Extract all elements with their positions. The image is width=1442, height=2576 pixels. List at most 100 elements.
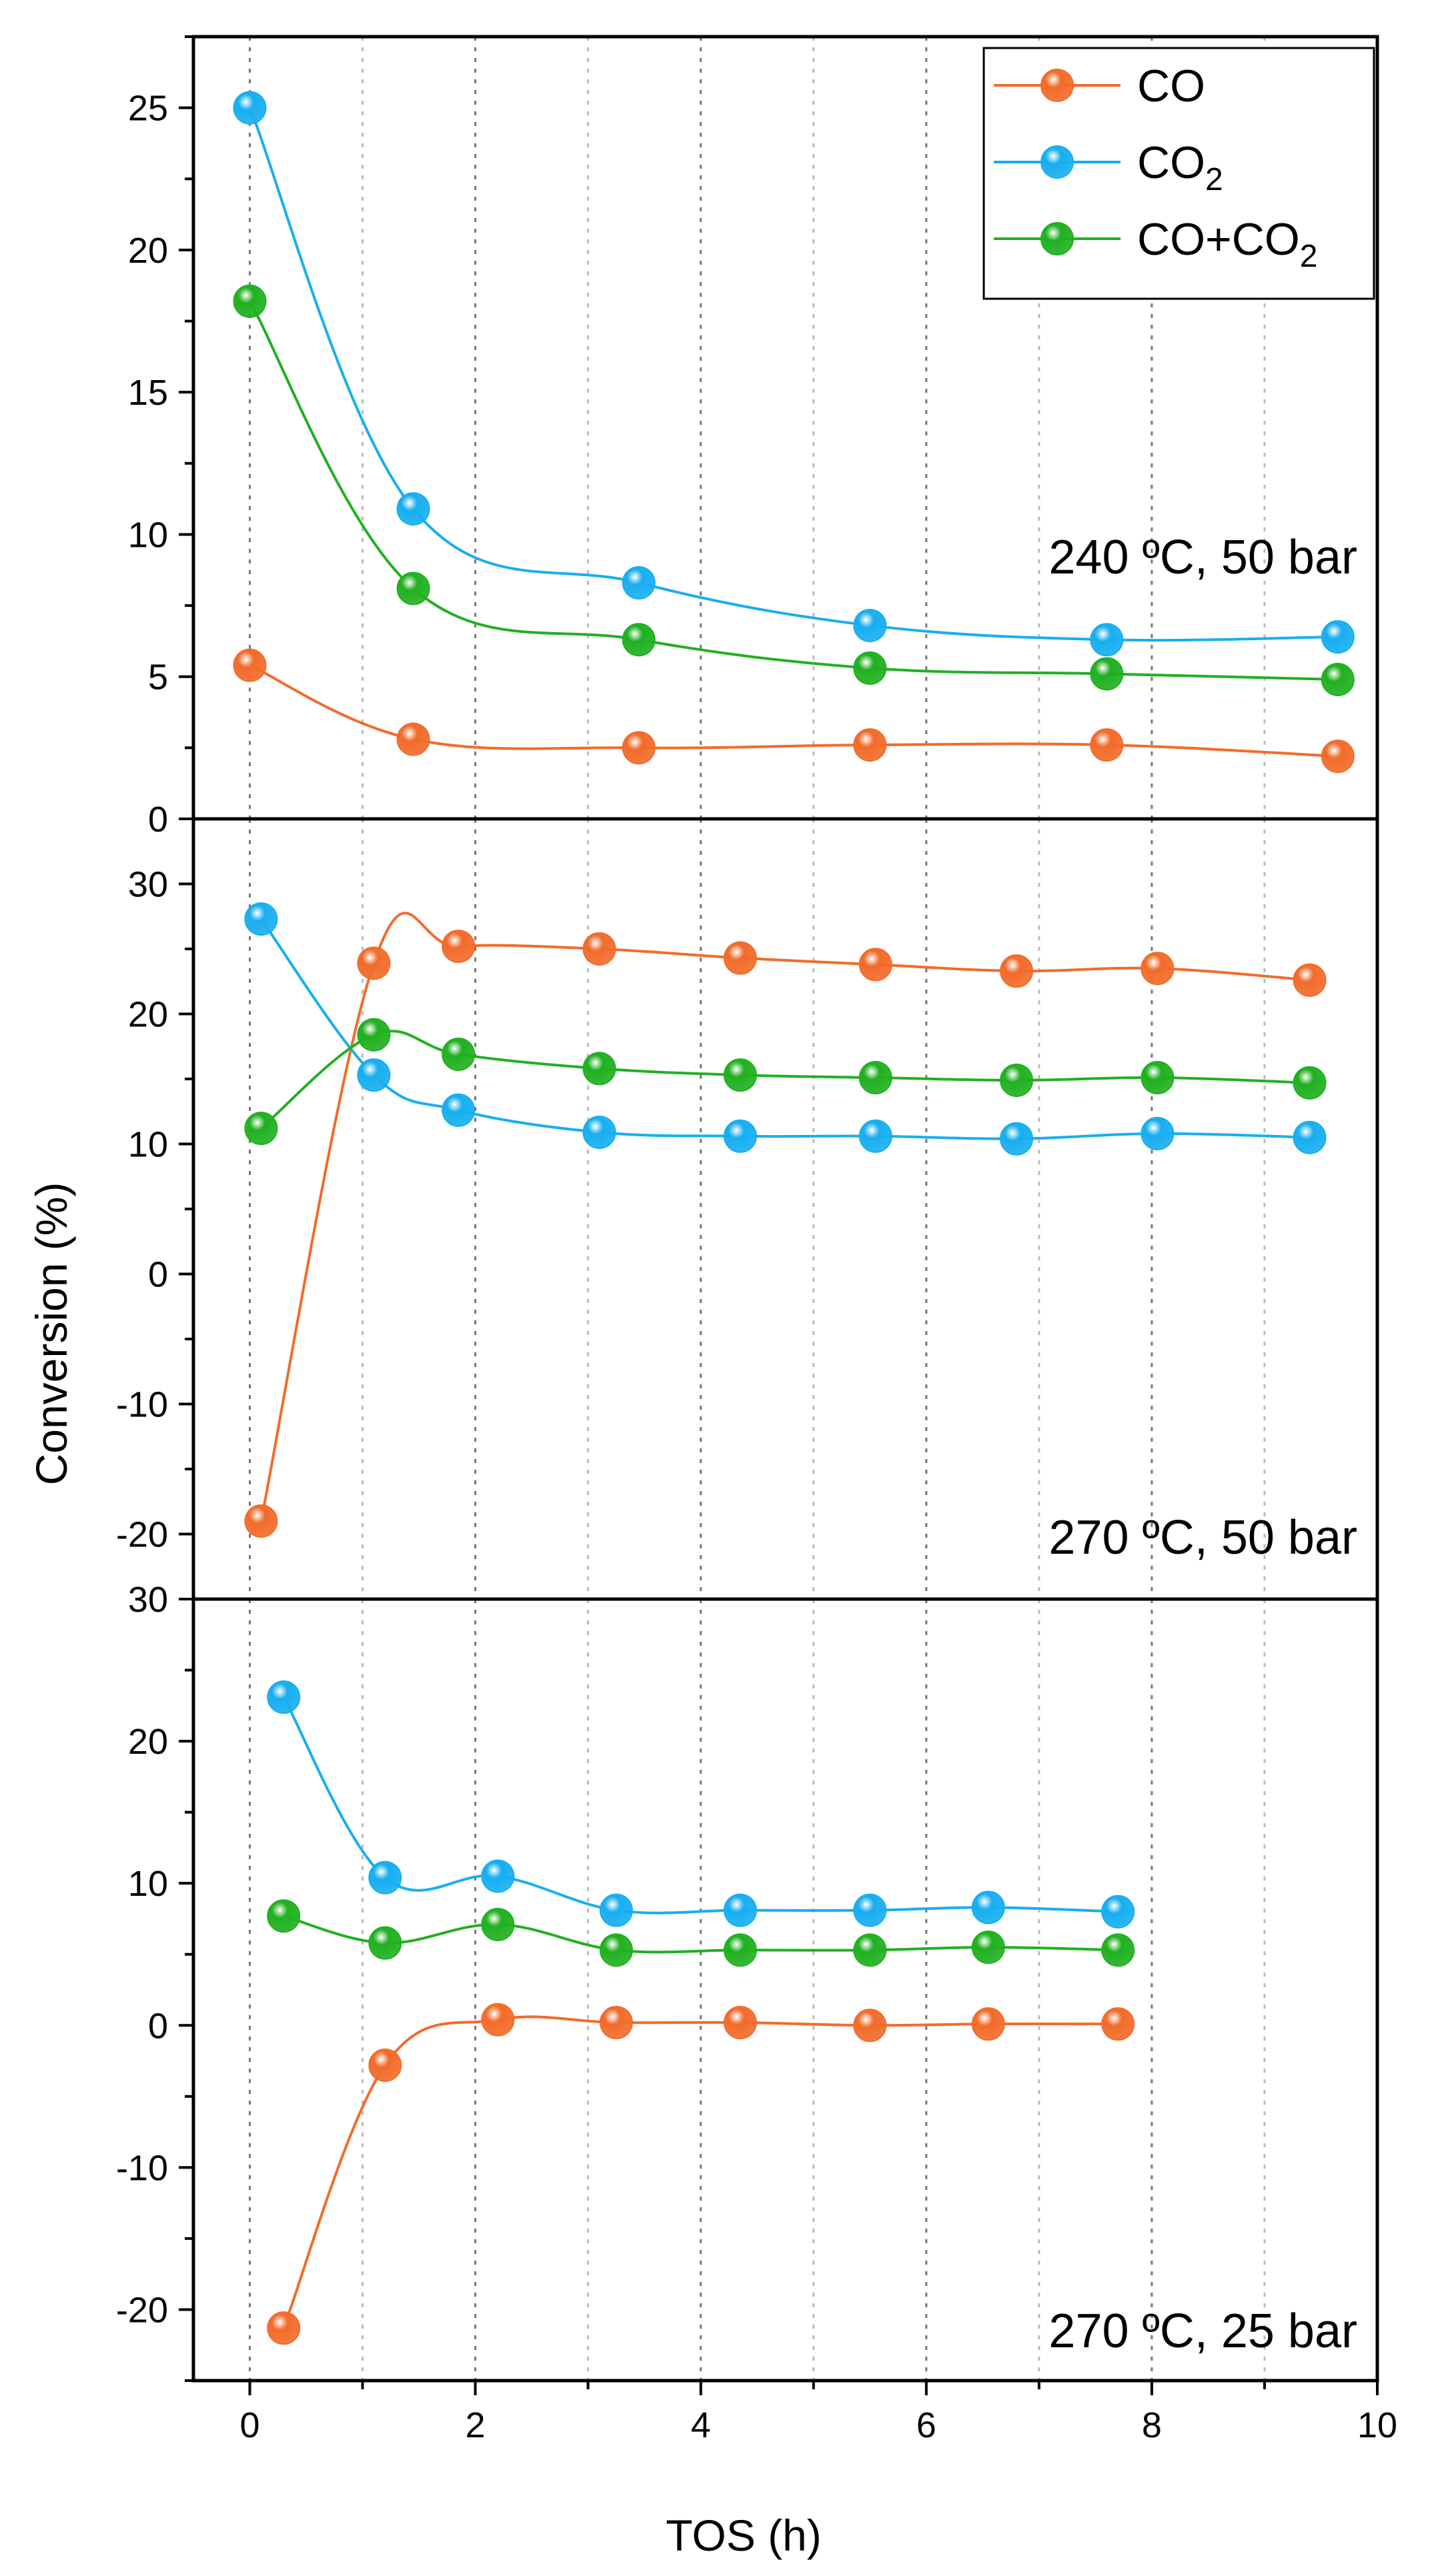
data-point-CO [622, 731, 656, 765]
x-tick-label: 8 [1142, 2405, 1162, 2445]
y-tick-label: 10 [128, 1125, 168, 1165]
data-point-CO [853, 728, 887, 762]
data-point-CO [1000, 954, 1034, 988]
data-point-CO+CO2 [853, 1933, 887, 1967]
y-tick-label: 20 [128, 1722, 168, 1762]
y-tick-label: 5 [148, 658, 168, 698]
data-point-CO [971, 2007, 1005, 2041]
data-point-CO+CO2 [723, 1058, 757, 1092]
y-tick-label: 20 [128, 995, 168, 1035]
data-point-CO [368, 2048, 402, 2082]
x-tick-label: 2 [466, 2405, 486, 2445]
data-point-CO+CO2 [267, 1899, 301, 1933]
data-point-CO2 [442, 1093, 476, 1127]
data-point-CO [1141, 952, 1175, 986]
data-point-CO [233, 648, 267, 682]
data-point-CO [723, 2006, 757, 2040]
legend-marker [1040, 145, 1074, 179]
panel-annotation: 270 ºC, 25 bar [1048, 2305, 1357, 2358]
data-point-CO+CO2 [233, 284, 267, 318]
data-point-CO+CO2 [1000, 1063, 1034, 1097]
data-point-CO+CO2 [481, 1907, 515, 1941]
data-point-CO2 [244, 902, 278, 936]
data-point-CO+CO2 [357, 1018, 391, 1052]
data-point-CO2 [622, 565, 656, 599]
data-point-CO2 [599, 1893, 633, 1927]
data-point-CO+CO2 [1090, 657, 1124, 691]
data-point-CO+CO2 [582, 1052, 616, 1086]
data-point-CO2 [1141, 1116, 1175, 1150]
x-tick-label: 10 [1357, 2405, 1397, 2445]
x-tick-label: 6 [916, 2405, 936, 2445]
y-tick-label: 0 [148, 800, 168, 840]
data-point-CO2 [233, 91, 267, 125]
data-point-CO [853, 2009, 887, 2043]
data-point-CO [858, 948, 892, 982]
data-point-CO [396, 722, 430, 756]
legend-marker [1040, 222, 1074, 255]
y-tick-label: 15 [128, 373, 168, 413]
data-point-CO2 [853, 608, 887, 642]
y-tick-label: 25 [128, 89, 168, 129]
data-point-CO+CO2 [368, 1926, 402, 1960]
data-point-CO [723, 941, 757, 975]
series-line-CO2 [259, 918, 1310, 1140]
series-line-CO [282, 2015, 1119, 2329]
panel-annotation: 240 ºC, 50 bar [1048, 531, 1357, 584]
y-tick-label: -10 [116, 2148, 168, 2188]
data-point-CO+CO2 [442, 1037, 476, 1071]
data-point-CO+CO2 [971, 1930, 1005, 1965]
panel-frame [191, 817, 1379, 1601]
data-point-CO [481, 2003, 515, 2037]
data-point-CO2 [1293, 1120, 1327, 1154]
data-point-CO2 [481, 1859, 515, 1893]
data-point-CO+CO2 [853, 651, 887, 685]
data-point-CO2 [723, 1893, 757, 1927]
x-tick-label: 0 [240, 2405, 260, 2445]
data-point-CO+CO2 [1141, 1061, 1175, 1095]
y-tick-label: 0 [148, 2006, 168, 2046]
data-point-CO+CO2 [1321, 662, 1355, 696]
data-point-CO+CO2 [599, 1933, 633, 1967]
panel-1: 0 5 10 15 20 25 240 ºC, 50 bar [128, 35, 1379, 840]
data-point-CO+CO2 [622, 623, 656, 657]
y-axis-title: Conversion (%) [27, 1182, 76, 1486]
y-tick-label: -20 [116, 2290, 168, 2330]
data-point-CO [267, 2311, 301, 2345]
data-point-CO+CO2 [244, 1112, 278, 1146]
y-tick-label: 30 [128, 1580, 168, 1620]
data-point-CO2 [1101, 1894, 1135, 1928]
data-point-CO+CO2 [723, 1933, 757, 1967]
panel-frame [191, 1597, 1379, 2383]
data-point-CO+CO2 [1293, 1066, 1327, 1100]
legend-label: CO [1137, 61, 1205, 111]
data-point-CO2 [723, 1119, 757, 1153]
data-point-CO2 [357, 1058, 391, 1092]
data-point-CO [582, 932, 616, 966]
data-point-CO [1321, 740, 1355, 774]
data-point-CO2 [267, 1680, 301, 1714]
y-tick-label: 10 [128, 1864, 168, 1904]
panel-3: -20 -10 0 10 20 30 270 ºC, 25 bar [116, 1580, 1379, 2383]
panel-annotation: 270 ºC, 50 bar [1048, 1511, 1357, 1564]
y-tick-label: -20 [116, 1515, 168, 1555]
y-tick-label: 10 [128, 515, 168, 555]
data-point-CO [357, 946, 391, 980]
legend-label: CO+CO2 [1137, 214, 1317, 274]
data-point-CO [1090, 728, 1124, 762]
data-point-CO2 [368, 1860, 402, 1894]
data-point-CO2 [582, 1115, 616, 1149]
data-point-CO+CO2 [858, 1061, 892, 1095]
data-point-CO2 [1321, 620, 1355, 654]
data-point-CO [244, 1504, 278, 1538]
y-tick-label: 20 [128, 231, 168, 271]
y-tick-label: 30 [128, 865, 168, 905]
data-point-CO2 [396, 492, 430, 526]
legend-marker [1040, 69, 1074, 102]
x-tick-label: 4 [691, 2405, 711, 2445]
data-point-CO2 [1000, 1122, 1034, 1156]
data-point-CO [1293, 963, 1327, 997]
y-tick-label: 0 [148, 1255, 168, 1295]
data-point-CO2 [971, 1890, 1005, 1924]
